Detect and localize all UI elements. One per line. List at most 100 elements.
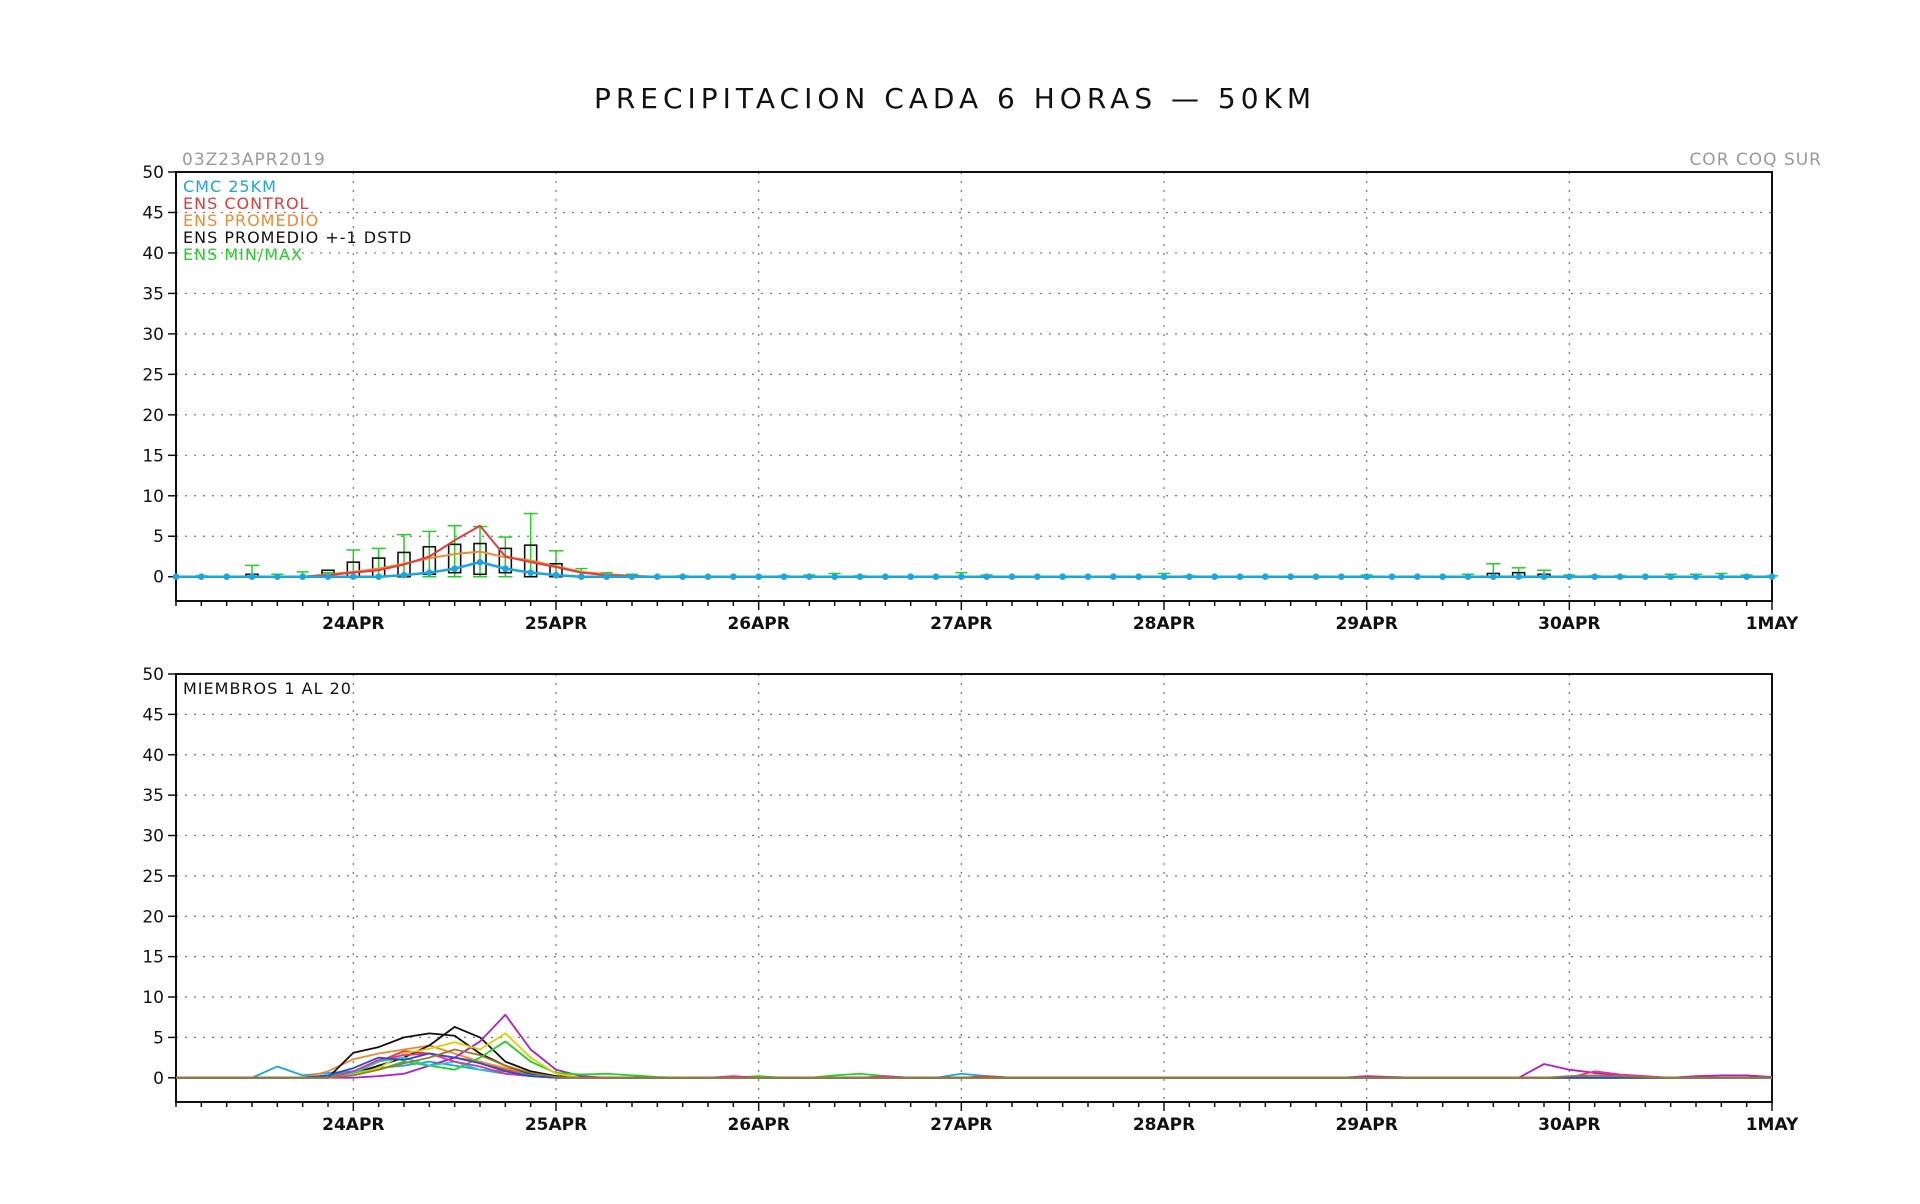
bottom-x-tick-label: 27APR xyxy=(930,1115,992,1135)
bottom-x-tick-label: 30APR xyxy=(1538,1115,1600,1135)
series-cmc-point xyxy=(1490,573,1497,581)
series-cmc-point xyxy=(172,573,180,581)
series-cmc-point xyxy=(1084,573,1092,581)
series-cmc-point xyxy=(578,573,585,581)
bottom-y-tick-label: 50 xyxy=(142,665,164,685)
series-cmc-point xyxy=(1692,573,1700,581)
bottom-y-tick-label: 10 xyxy=(142,988,164,1008)
top-y-tick-label: 10 xyxy=(142,487,164,507)
series-cmc-point xyxy=(1135,573,1142,581)
top-x-tick-label: 1MAY xyxy=(1746,614,1799,634)
series-cmc-point xyxy=(198,573,205,581)
series-cmc-point xyxy=(983,573,990,581)
bottom-y-tick-label: 30 xyxy=(142,827,164,847)
series-cmc-point xyxy=(223,573,230,581)
bottom-x-tick-label: 29APR xyxy=(1335,1115,1397,1135)
top-y-tick-label: 50 xyxy=(142,163,164,183)
init-date-label: 03Z23APR2019 xyxy=(182,150,326,170)
series-cmc-point xyxy=(552,571,560,579)
series-cmc-point xyxy=(1642,573,1649,581)
series-cmc-point xyxy=(679,573,686,581)
top-x-tick-label: 30APR xyxy=(1538,614,1600,634)
series-cmc-point xyxy=(324,573,332,581)
top-y-tick-label: 35 xyxy=(142,284,164,304)
legend-entry: CMC 25KM xyxy=(183,177,277,196)
series-cmc-point xyxy=(248,573,256,581)
series-cmc-point xyxy=(1439,573,1446,581)
series-cmc-point xyxy=(527,569,534,576)
top-y-tick-label: 20 xyxy=(142,406,164,426)
bottom-y-tick-label: 20 xyxy=(142,907,164,927)
series-cmc-point xyxy=(350,573,357,581)
series-cmc-point xyxy=(1540,573,1548,581)
bottom-y-tick-label: 0 xyxy=(153,1069,164,1089)
top-y-tick-label: 15 xyxy=(142,446,164,466)
member-line-6 xyxy=(176,1013,1773,1079)
series-cmc-point xyxy=(831,573,838,581)
series-cmc-point xyxy=(932,573,940,581)
series-cmc-point xyxy=(704,573,712,581)
series-cmc-point xyxy=(1363,573,1370,581)
member-line-12 xyxy=(176,1048,1772,1079)
top-y-tick-label: 0 xyxy=(153,568,164,588)
panel-members: 0 5 10 15 20 25 30 35 40 45 50 24APR 25APR 26APR 27APR… xyxy=(142,665,1799,1135)
series-cmc-point xyxy=(274,573,281,581)
series-cmc-point xyxy=(451,565,458,572)
series-cmc-point xyxy=(1464,573,1472,581)
members-panel-label: MIEMBROS 1 AL 20 xyxy=(183,679,352,698)
bottom-x-tick-label: 28APR xyxy=(1133,1115,1195,1135)
series-cmc-point xyxy=(1338,573,1345,581)
series-cmc-point xyxy=(1312,573,1320,581)
bottom-x-tick-label: 26APR xyxy=(727,1115,789,1135)
series-ens-control-line xyxy=(176,524,1772,578)
series-cmc-point xyxy=(603,573,610,581)
top-x-tick-label: 27APR xyxy=(930,614,992,634)
series-cmc-point xyxy=(654,573,661,581)
top-y-tick-label: 40 xyxy=(142,244,164,264)
stddev-box xyxy=(473,542,487,576)
series-cmc-point xyxy=(1262,573,1269,581)
bottom-y-tick-label: 45 xyxy=(142,705,164,725)
top-x-tick-label: 24APR xyxy=(322,614,384,634)
series-cmc-point xyxy=(1034,573,1041,581)
bottom-x-tick-label: 25APR xyxy=(525,1115,587,1135)
panel-ensemble-summary: 0 5 10 15 20 25 30 35 40 45 50 24APR 25APR 26APR 27APR… xyxy=(142,163,1799,634)
legend-entry: ENS PROMEDIO +-1 DSTD xyxy=(183,228,412,247)
series-cmc-point xyxy=(1388,573,1396,581)
series-cmc-point xyxy=(1160,573,1168,581)
series-cmc-point xyxy=(476,558,484,566)
series-cmc-line xyxy=(176,560,1772,578)
series-cmc-point xyxy=(1591,573,1598,581)
top-x-tick-label: 26APR xyxy=(727,614,789,634)
series-cmc-point xyxy=(806,573,813,581)
series-cmc-point xyxy=(1110,573,1117,581)
bottom-x-tick-label: 1MAY xyxy=(1746,1115,1799,1135)
top-y-tick-label: 45 xyxy=(142,203,164,223)
series-cmc-point xyxy=(1059,573,1066,581)
series-cmc-point xyxy=(1667,573,1674,581)
series-cmc-point xyxy=(1287,573,1294,581)
series-cmc-point xyxy=(730,573,737,581)
legend-entry: ENS PROMEDIO xyxy=(183,211,319,230)
top-x-tick-label: 28APR xyxy=(1133,614,1195,634)
series-cmc-point xyxy=(375,573,382,581)
series-cmc-point xyxy=(1008,573,1016,581)
bottom-frame xyxy=(175,673,1773,1103)
top-y-tick-label: 5 xyxy=(153,527,164,547)
series-cmc-point xyxy=(882,573,889,581)
bottom-y-tick-label: 15 xyxy=(142,948,164,968)
bottom-y-tick-label: 25 xyxy=(142,867,164,887)
series-cmc-point xyxy=(755,573,762,581)
chart-title: PRECIPITACION CADA 6 HORAS — 50KM xyxy=(594,82,1316,115)
series-cmc-point xyxy=(502,565,509,572)
bottom-x-tick-label: 24APR xyxy=(322,1115,384,1135)
series-cmc-point xyxy=(1718,573,1725,581)
series-cmc-point xyxy=(1743,573,1750,581)
series-cmc-point xyxy=(400,571,408,579)
series-cmc-point xyxy=(299,573,306,581)
series-cmc-point xyxy=(1768,573,1776,581)
region-label: COR COQ SUR xyxy=(1689,150,1822,170)
top-y-tick-label: 30 xyxy=(142,325,164,345)
top-y-tick-label: 25 xyxy=(142,365,164,385)
top-frame xyxy=(175,171,1773,602)
